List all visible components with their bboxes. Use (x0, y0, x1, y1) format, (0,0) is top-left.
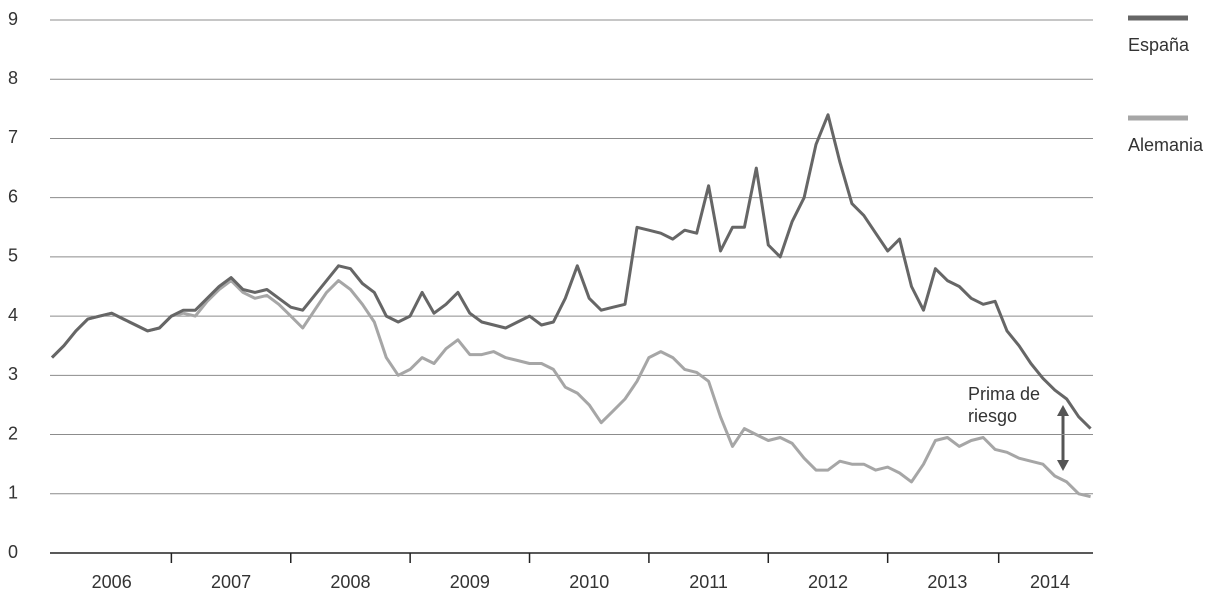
annotation: riesgo (968, 406, 1017, 426)
y-tick-label: 8 (8, 68, 18, 88)
y-tick-label: 5 (8, 246, 18, 266)
y-tick-label: 4 (8, 305, 18, 325)
y-tick-label: 1 (8, 483, 18, 503)
legend-label: Alemania (1128, 135, 1204, 155)
x-tick-label: 2011 (689, 572, 728, 592)
annotation: Prima de (968, 384, 1040, 404)
x-tick-label: 2007 (211, 572, 251, 592)
x-tick-label: 2014 (1030, 572, 1070, 592)
x-tick-label: 2013 (927, 572, 967, 592)
x-tick-label: 2012 (808, 572, 848, 592)
x-tick-label: 2010 (569, 572, 609, 592)
y-tick-label: 6 (8, 186, 18, 206)
x-tick-label: 2009 (450, 572, 490, 592)
series-line (50, 113, 1092, 430)
risk-premium-arrow (1057, 405, 1069, 471)
y-tick-label: 2 (8, 423, 18, 443)
y-tick-label: 7 (8, 127, 18, 147)
x-tick-label: 2006 (92, 572, 132, 592)
x-tick-label: 2008 (330, 572, 370, 592)
legend-label: España (1128, 35, 1190, 55)
y-tick-label: 0 (8, 542, 18, 562)
series-line (50, 279, 1091, 499)
y-tick-label: 9 (8, 9, 18, 29)
y-tick-label: 3 (8, 364, 18, 384)
